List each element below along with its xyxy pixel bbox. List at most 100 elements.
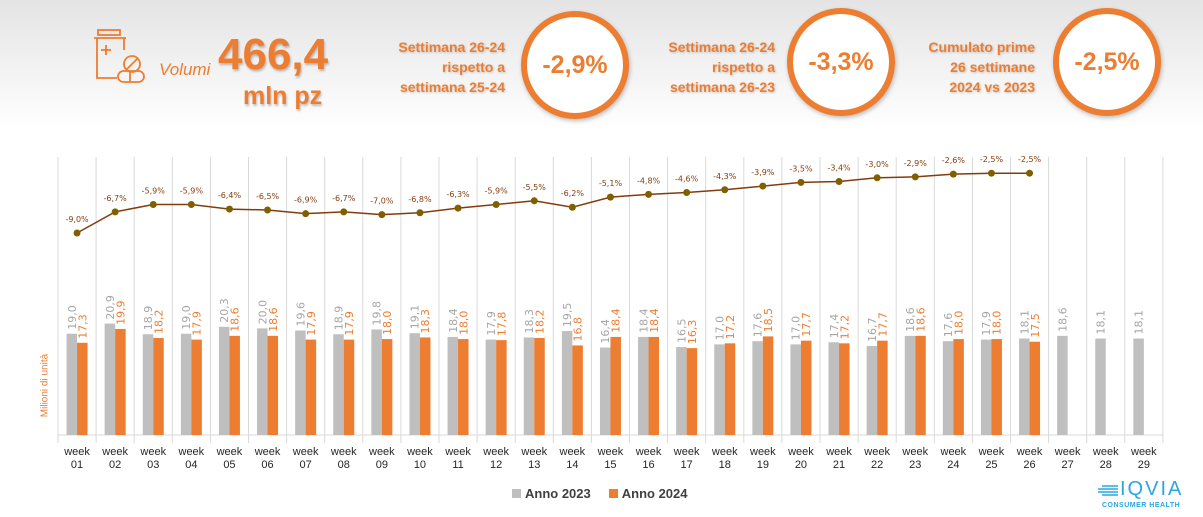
x-tick-label: 06 xyxy=(261,459,273,471)
kpi-3-description: Cumulato prime 26 settimane 2024 vs 2023 xyxy=(905,37,1035,97)
cumulative-point xyxy=(759,182,767,190)
cumulative-point xyxy=(492,200,500,208)
x-tick-label: 25 xyxy=(985,459,997,471)
cumulative-point xyxy=(416,209,424,217)
cumulative-label: -2,6% xyxy=(942,156,966,165)
cumulative-point xyxy=(378,211,386,219)
cumulative-point xyxy=(949,170,957,178)
cumulative-label: -6,7% xyxy=(104,194,128,203)
bar-label-2024: 17,2 xyxy=(724,315,737,340)
x-tick-label: week xyxy=(1092,446,1119,458)
bar-label-2023: 17,6 xyxy=(752,313,765,338)
x-tick-label: 17 xyxy=(681,459,693,471)
x-tick-label: week xyxy=(749,446,776,458)
x-tick-label: week xyxy=(1054,446,1081,458)
x-tick-label: week xyxy=(520,446,547,458)
bar-2023 xyxy=(142,334,154,435)
cumulative-label: -6,9% xyxy=(294,196,318,205)
bar-label-2023: 19,0 xyxy=(180,305,193,330)
bar-label-2024: 18,0 xyxy=(381,311,394,336)
bar-label-2023: 17,0 xyxy=(790,316,803,341)
bar-label-2023: 17,9 xyxy=(980,311,993,336)
bar-2023 xyxy=(333,334,344,435)
bar-2023 xyxy=(485,339,497,435)
bar-label-2023: 17,9 xyxy=(485,311,498,336)
bar-label-2024: 18,0 xyxy=(953,311,966,336)
kpi-3-line: 2024 vs 2023 xyxy=(949,79,1035,95)
bar-2024 xyxy=(343,339,355,435)
bar-2024 xyxy=(458,339,469,435)
bar-label-2024: 17,8 xyxy=(495,312,508,337)
x-tick-label: 20 xyxy=(795,459,807,471)
cumulative-label: -6,4% xyxy=(218,191,242,200)
kpi-1-description: Settimana 26-24 rispetto a settimana 25-… xyxy=(370,37,505,97)
cumulative-label: -5,5% xyxy=(523,183,547,192)
x-tick-label: 03 xyxy=(147,459,159,471)
kpi-2-line: rispetto a xyxy=(711,59,775,75)
bar-label-2023: 20,0 xyxy=(256,300,269,325)
bar-2023 xyxy=(447,336,459,435)
cumulative-label: -6,8% xyxy=(408,195,432,204)
x-tick-label: week xyxy=(863,446,890,458)
x-tick-label: 15 xyxy=(604,459,616,471)
x-tick-label: week xyxy=(330,446,357,458)
bar-label-2023: 16,5 xyxy=(675,319,688,344)
bar-2024 xyxy=(381,339,393,435)
bar-label-2024: 17,7 xyxy=(876,312,889,337)
bar-2023 xyxy=(257,328,268,435)
bar-label-2024: 18,6 xyxy=(267,307,280,332)
bar-2023 xyxy=(599,347,611,435)
legend-swatch-2023 xyxy=(512,489,521,498)
bar-2023 xyxy=(980,339,992,435)
kpi-2-description: Settimana 26-24 rispetto a settimana 26-… xyxy=(640,37,775,97)
x-tick-label: week xyxy=(978,446,1005,458)
volume-value: 466,4 xyxy=(218,30,329,79)
x-tick-label: week xyxy=(254,446,281,458)
bar-label-2023: 18,1 xyxy=(1133,310,1146,335)
cumulative-point xyxy=(454,204,462,212)
legend-item-2023: Anno 2023 xyxy=(512,486,591,501)
bar-2024 xyxy=(648,336,660,435)
x-tick-label: 11 xyxy=(452,459,463,471)
bar-label-2024: 17,2 xyxy=(838,315,851,340)
bar-label-2024: 16,8 xyxy=(572,317,585,342)
x-tick-label: week xyxy=(901,446,928,458)
bar-2023 xyxy=(676,347,687,435)
bar-label-2023: 19,8 xyxy=(371,301,384,326)
cumulative-point xyxy=(111,208,119,216)
cumulative-label: -4,3% xyxy=(713,172,737,181)
cumulative-point xyxy=(797,178,805,186)
cumulative-point xyxy=(835,177,843,185)
cumulative-label: -5,9% xyxy=(142,186,166,195)
bar-label-2023: 20,3 xyxy=(218,298,231,323)
x-tick-label: 10 xyxy=(414,459,426,471)
x-tick-label: 28 xyxy=(1100,459,1112,471)
cumulative-label: -7,0% xyxy=(370,197,394,206)
logo-subtitle: CONSUMER HEALTH xyxy=(1102,502,1181,509)
x-tick-label: week xyxy=(825,446,852,458)
bar-label-2023: 19,1 xyxy=(409,305,422,330)
bar-label-2024: 17,9 xyxy=(191,311,204,336)
cumulative-label: -5,9% xyxy=(485,186,509,195)
x-tick-label: 07 xyxy=(300,459,312,471)
bar-2024 xyxy=(839,343,850,435)
bar-2023 xyxy=(295,330,306,435)
legend-label-2024: Anno 2024 xyxy=(621,486,688,501)
bar-2023 xyxy=(942,341,954,435)
bar-label-2024: 18,2 xyxy=(534,309,547,334)
bar-label-2023: 18,9 xyxy=(333,306,346,331)
bar-label-2024: 18,4 xyxy=(610,308,623,333)
bar-2024 xyxy=(610,336,621,435)
bar-2024 xyxy=(77,342,88,435)
cumulative-point xyxy=(225,205,233,213)
bar-label-2023: 16,7 xyxy=(866,317,879,342)
bar-2023 xyxy=(904,335,916,435)
bar-2023 xyxy=(66,333,78,435)
kpi-3-line: 26 settimane xyxy=(950,59,1035,75)
bar-2023 xyxy=(371,329,382,435)
bar-2024 xyxy=(724,343,736,435)
x-tick-label: 02 xyxy=(109,459,121,471)
bar-label-2024: 16,3 xyxy=(686,320,699,345)
x-tick-label: week xyxy=(216,446,243,458)
bar-label-2023: 19,6 xyxy=(294,302,307,327)
